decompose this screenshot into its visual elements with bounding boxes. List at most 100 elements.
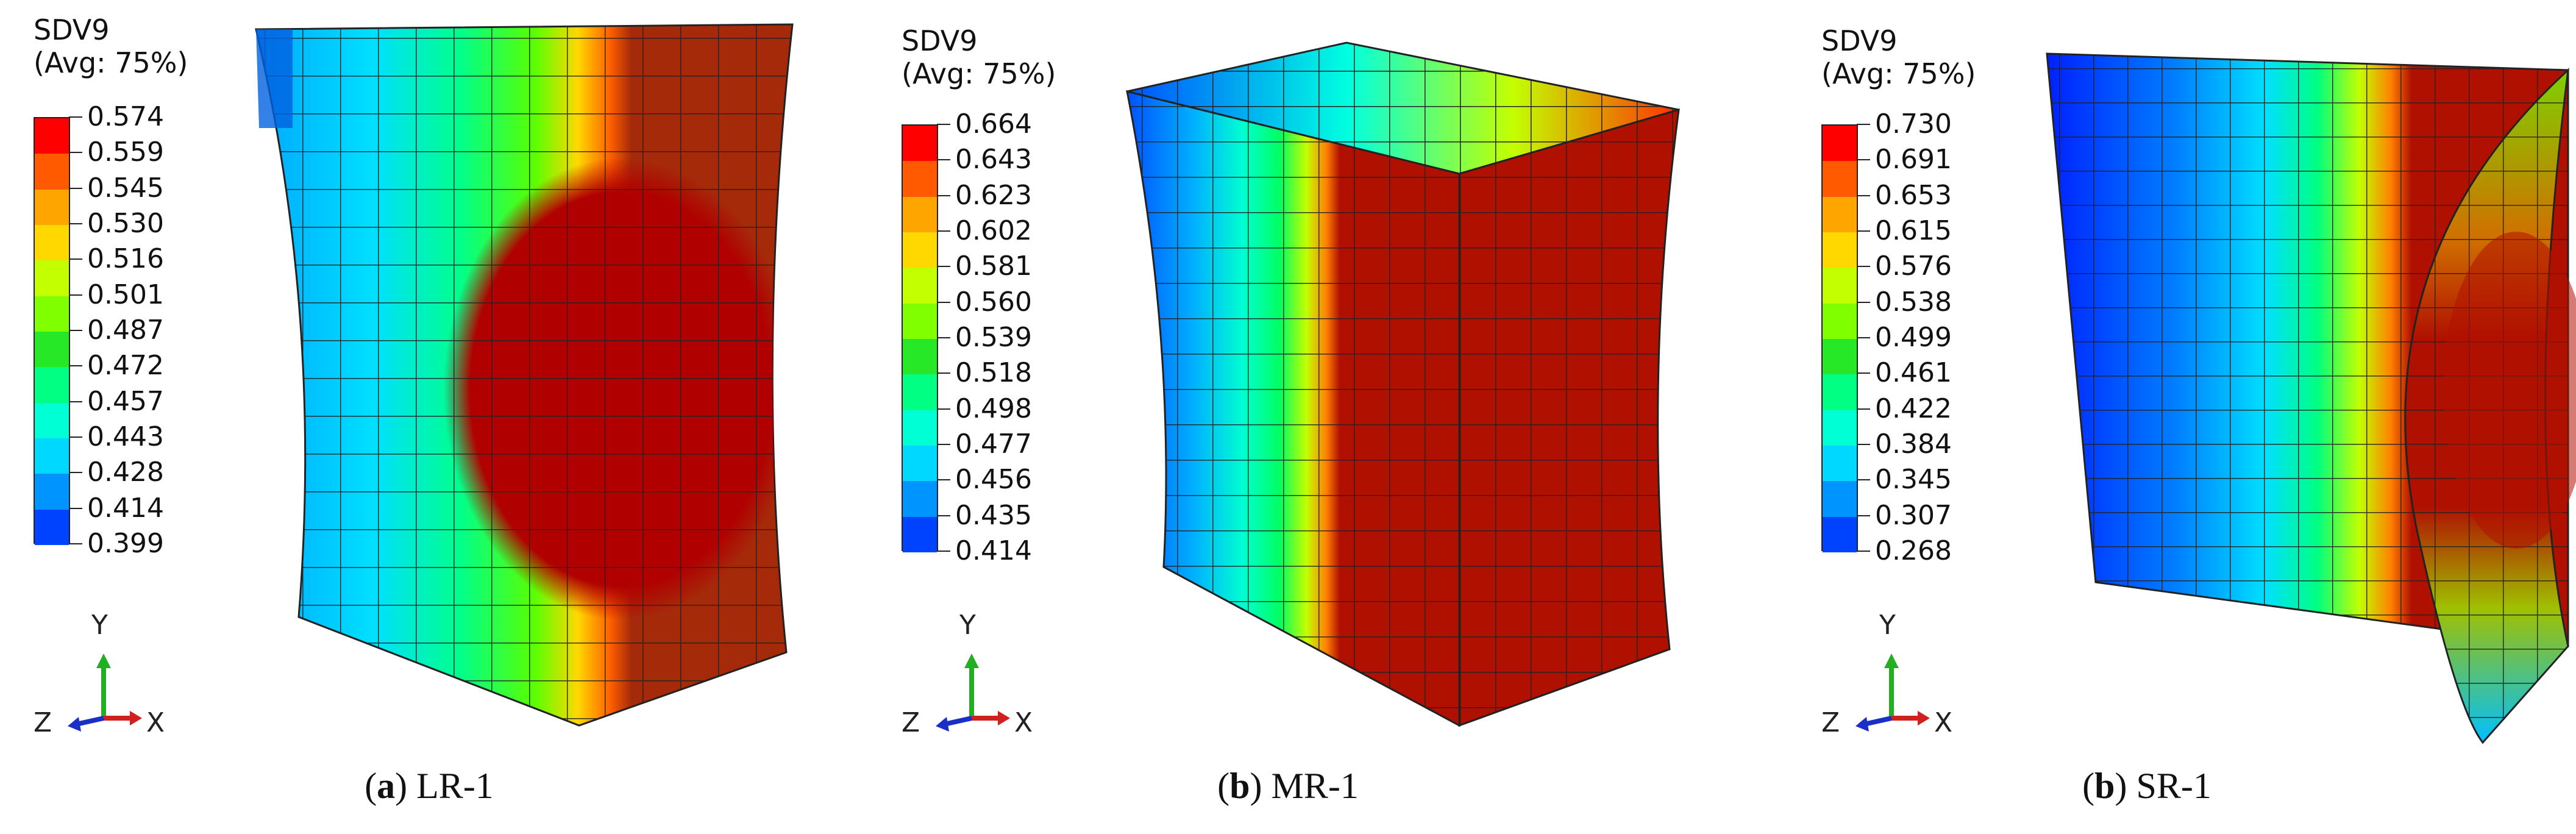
- triad-arrows: [68, 654, 142, 732]
- legend-value: 0.538: [1875, 286, 1952, 318]
- legend-value: 0.499: [1875, 322, 1952, 353]
- legend-swatch: [903, 161, 937, 197]
- fea-mesh-mr1: [1126, 41, 1680, 727]
- legend-tick: [937, 479, 950, 481]
- legend-variable: SDV9: [1821, 24, 1898, 57]
- legend-tick: [1857, 337, 1870, 338]
- legend-tick: [937, 515, 950, 516]
- legend-value: 0.461: [1875, 357, 1952, 389]
- figure-caption: (b) SR-1: [2082, 766, 2211, 806]
- legend-swatch: [35, 189, 69, 225]
- legend-tick: [69, 507, 82, 509]
- legend-value: 0.560: [955, 286, 1032, 318]
- legend-swatch: [1823, 410, 1857, 446]
- legend-swatch: [1823, 374, 1857, 410]
- legend-value: 0.268: [1875, 535, 1952, 566]
- legend-value: 0.615: [1875, 215, 1952, 246]
- legend-tick: [69, 472, 82, 474]
- legend-swatch: [903, 445, 937, 482]
- legend-swatch: [903, 481, 937, 517]
- legend-swatch: [35, 154, 69, 190]
- legend-swatch: [1823, 196, 1857, 232]
- legend-tick: [937, 230, 950, 232]
- triad-y-label: Y: [91, 610, 108, 641]
- triad-z-label: Z: [34, 707, 52, 738]
- legend-tick: [1857, 444, 1870, 445]
- panel-mr1: SDV9 (Avg: 75%) 0.664 0.643 0.623 0.602 0.58…: [859, 0, 1717, 834]
- legend-value: 0.414: [955, 535, 1032, 566]
- legend-tick: [1857, 301, 1870, 303]
- axis-triad: Y Z X: [902, 610, 1060, 750]
- legend-averaging: (Avg: 75%): [34, 46, 188, 79]
- legend-swatch: [35, 402, 69, 438]
- legend-value: 0.457: [87, 385, 164, 417]
- legend-color-bar: [1821, 124, 1858, 552]
- legend-swatch: [1823, 268, 1857, 304]
- triad-arrows: [1856, 654, 1930, 732]
- legend-value: 0.664: [955, 109, 1032, 140]
- legend-tick: [69, 152, 82, 154]
- legend-tick: [1857, 551, 1870, 552]
- panel-sr1: SDV9 (Avg: 75%) 0.730 0.691 0.653 0.615 0.57…: [1718, 0, 2576, 834]
- legend-tick: [1857, 230, 1870, 232]
- caption-letter: b: [1229, 766, 1250, 806]
- legend-tick: [1857, 515, 1870, 516]
- legend-value: 0.518: [955, 357, 1032, 389]
- legend-tick: [1857, 194, 1870, 196]
- fea-mesh-lr1: [255, 23, 794, 727]
- legend-swatch: [1823, 516, 1857, 552]
- legend-swatch: [903, 410, 937, 446]
- legend-tick: [1857, 372, 1870, 374]
- legend-tick: [937, 551, 950, 552]
- legend-value: 0.545: [87, 172, 164, 204]
- legend-tick: [69, 543, 82, 544]
- caption-letter: a: [377, 766, 396, 806]
- legend-value: 0.456: [955, 464, 1032, 496]
- legend-tick: [937, 124, 950, 125]
- legend-averaging: (Avg: 75%): [1821, 57, 1976, 90]
- legend-value: 0.307: [1875, 499, 1952, 531]
- legend-swatch: [35, 224, 69, 261]
- legend-swatch: [35, 296, 69, 332]
- legend-color-bar: [34, 117, 70, 545]
- caption-letter: b: [2094, 766, 2115, 806]
- legend-value: 0.530: [87, 208, 164, 239]
- legend-value: 0.472: [87, 350, 164, 382]
- legend-value: 0.435: [955, 499, 1032, 531]
- legend-swatch: [35, 367, 69, 403]
- legend-tick: [937, 159, 950, 161]
- triad-z-label: Z: [902, 707, 920, 738]
- legend-tick: [1857, 266, 1870, 268]
- legend-value: 0.581: [955, 251, 1032, 282]
- legend-tick: [1857, 124, 1870, 125]
- legend-swatch: [903, 196, 937, 232]
- legend-swatch: [35, 438, 69, 474]
- legend-swatch: [1823, 126, 1857, 162]
- legend-swatch: [35, 509, 69, 545]
- legend-swatch: [903, 338, 937, 375]
- legend-tick: [937, 266, 950, 268]
- legend-swatch: [1823, 232, 1857, 268]
- caption-label: SR-1: [2136, 766, 2211, 806]
- legend-tick: [1857, 479, 1870, 481]
- axis-triad: Y Z X: [1821, 610, 1980, 750]
- legend-swatch: [1823, 445, 1857, 482]
- legend-tick: [69, 223, 82, 224]
- triad-y-label: Y: [959, 610, 976, 641]
- legend-swatch: [903, 516, 937, 552]
- legend-value: 0.477: [955, 429, 1032, 460]
- triad-y-label: Y: [1879, 610, 1896, 641]
- legend-value: 0.501: [87, 279, 164, 310]
- legend-swatch: [903, 303, 937, 339]
- legend-tick: [937, 444, 950, 445]
- legend-swatch: [1823, 161, 1857, 197]
- legend-swatch: [1823, 481, 1857, 517]
- legend-tick: [1857, 408, 1870, 410]
- legend-swatch: [1823, 338, 1857, 375]
- panel-lr1: SDV9 (Avg: 75%) 0.574 0.559 0.545 0.530 0.51…: [0, 0, 858, 834]
- legend-value: 0.384: [1875, 429, 1952, 460]
- legend-tick: [69, 116, 82, 118]
- legend-value: 0.653: [1875, 179, 1952, 211]
- legend-value: 0.559: [87, 137, 164, 168]
- legend-value: 0.498: [955, 393, 1032, 424]
